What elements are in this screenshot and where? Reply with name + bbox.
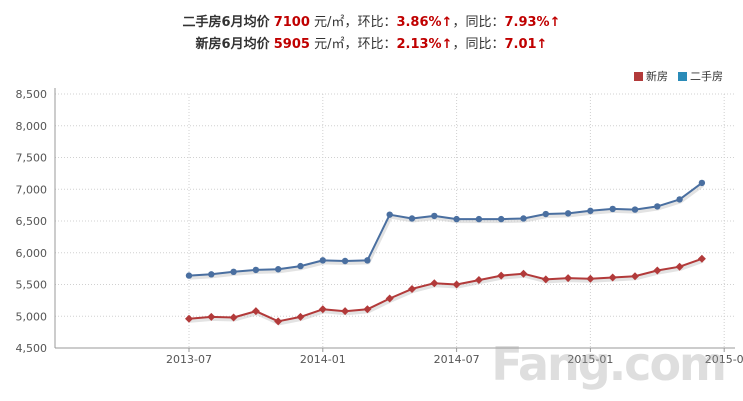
data-point-secondhand [520,215,527,222]
legend-item-new[interactable]: 新房 [634,68,668,84]
new-tb-value: 7.01↑ [504,37,548,52]
data-point-new [408,284,416,293]
new-hb-value: 2.13%↑ [396,37,453,52]
secondhand-hb-label: ，环比： [344,15,397,30]
data-point-new [474,276,483,285]
y-tick-label: 5,000 [16,310,48,323]
data-point-new [497,271,506,280]
new-label: 新房6月均价 [195,37,270,52]
data-point-new [541,275,550,284]
series-line-shadow-secondhand [189,183,705,280]
data-point-secondhand [364,257,371,264]
data-point-new [675,262,684,271]
data-point-secondhand [564,210,572,217]
secondhand-price: 7100 [273,15,310,30]
legend-swatch-new [634,71,643,81]
new-price: 5905 [273,37,310,52]
y-tick-label: 8,500 [16,88,48,101]
new-hb-label: ，环比： [344,37,397,52]
data-point-secondhand [185,272,193,279]
data-point-secondhand [208,271,215,278]
data-point-new [430,279,439,288]
data-point-secondhand [275,266,282,273]
x-tick-label: 2014-01 [300,353,346,366]
data-point-new [564,274,573,283]
new-tb-label: ，同比： [452,37,505,52]
x-tick-label: 2015-0 [705,353,743,366]
data-point-secondhand [252,266,260,274]
header-line-secondhand: 二手房6月均价 7100 元/㎡，环比：3.86%↑，同比：7.93%↑ [0,12,743,34]
header-line-new: 新房6月均价 5905 元/㎡，环比：2.13%↑，同比：7.01↑ [0,34,743,56]
data-point-secondhand [609,205,616,213]
y-tick-label: 5,500 [16,279,48,292]
data-point-new [631,272,639,281]
data-point-secondhand [475,215,483,223]
data-point-secondhand [542,210,549,218]
chart-header: 二手房6月均价 7100 元/㎡，环比：3.86%↑，同比：7.93%↑ 新房6… [0,12,743,56]
secondhand-unit: 元/㎡ [314,15,345,30]
data-point-new [251,307,260,316]
legend-label-secondhand: 二手房 [690,70,723,83]
data-point-secondhand [230,268,237,275]
data-point-new [207,312,216,321]
y-tick-label: 6,500 [16,215,48,228]
data-point-new [519,269,528,278]
series-line-secondhand [188,182,703,277]
data-point-new [318,305,327,314]
y-tick-label: 4,500 [16,342,48,355]
data-point-secondhand [341,257,349,265]
secondhand-tb-value: 7.93%↑ [504,15,561,30]
y-tick-label: 7,500 [16,152,48,165]
data-point-secondhand [698,179,706,187]
data-point-new [363,305,372,314]
secondhand-tb-label: ，同比： [452,15,505,30]
new-unit: 元/㎡ [314,37,345,52]
y-tick-label: 8,000 [16,120,48,133]
data-point-secondhand [386,211,393,218]
data-point-secondhand [498,215,505,223]
data-point-new [185,314,193,323]
data-point-new [296,312,305,321]
y-tick-label: 7,000 [16,183,48,196]
data-point-secondhand [431,212,438,220]
data-point-new [385,294,394,303]
data-point-secondhand [453,215,460,223]
x-tick-label: 2013-07 [166,353,212,366]
data-point-new [229,313,238,322]
x-tick-label: 2014-07 [434,353,480,366]
data-point-secondhand [676,196,683,203]
data-point-new [274,317,283,326]
data-point-new [586,274,595,283]
secondhand-hb-value: 3.86%↑ [396,15,453,30]
legend-label-new: 新房 [646,70,668,83]
data-point-new [341,307,350,316]
data-point-new [653,266,662,275]
secondhand-label: 二手房6月均价 [182,15,270,30]
data-point-secondhand [319,257,326,264]
data-point-new [452,280,461,289]
data-point-secondhand [631,206,639,213]
fang-watermark: Fang.com [491,337,727,391]
x-tick-label: 2015-01 [567,353,613,366]
legend-swatch-secondhand [678,71,687,81]
series-line-new [188,257,703,323]
data-point-secondhand [654,203,661,210]
data-point-secondhand [408,215,416,222]
data-point-new [697,254,706,263]
data-point-new [608,273,617,282]
data-point-secondhand [587,207,594,215]
legend-item-secondhand[interactable]: 二手房 [678,68,723,84]
chart-legend: 新房 二手房 [634,68,723,84]
y-tick-label: 6,000 [16,247,48,260]
data-point-secondhand [297,262,304,270]
